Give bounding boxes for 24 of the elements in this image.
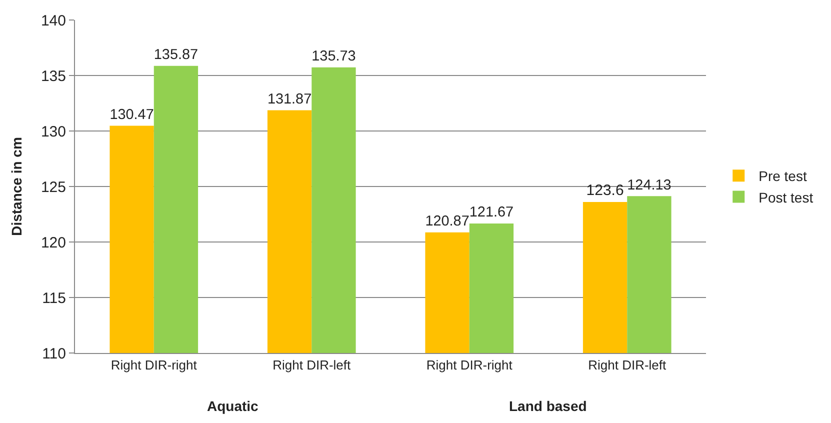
legend-label: Pre test xyxy=(758,168,807,184)
data-label: 120.87 xyxy=(425,213,470,230)
data-label: 135.73 xyxy=(312,48,356,65)
y-tick-label: 115 xyxy=(42,290,66,307)
x-tick-label: Right DIR-right xyxy=(426,358,513,373)
data-label: 124.13 xyxy=(627,177,672,194)
x-tick-label: Right DIR-left xyxy=(588,358,667,373)
y-tick-label: 110 xyxy=(42,345,66,362)
y-tick-label: 130 xyxy=(40,123,66,140)
legend-label: Post test xyxy=(758,189,814,206)
y-tick-label: 125 xyxy=(40,178,66,196)
data-label: 131.87 xyxy=(267,91,312,108)
data-label: 135.87 xyxy=(154,46,198,63)
y-tick-label: 140 xyxy=(40,12,66,30)
data-label: 130.47 xyxy=(110,106,154,123)
y-axis-title: Distance in cm xyxy=(8,137,25,236)
x-tick-label: Right DIR-left xyxy=(272,358,352,373)
data-label: 123.6 xyxy=(586,182,624,200)
text: Land based xyxy=(509,398,587,414)
data-label: 121.67 xyxy=(469,204,514,221)
x-tick-label: Right DIR-right xyxy=(110,358,198,373)
y-tick-label: 120 xyxy=(40,234,66,252)
text: Aquatic xyxy=(207,398,259,414)
y-tick-label: 135 xyxy=(40,68,66,85)
